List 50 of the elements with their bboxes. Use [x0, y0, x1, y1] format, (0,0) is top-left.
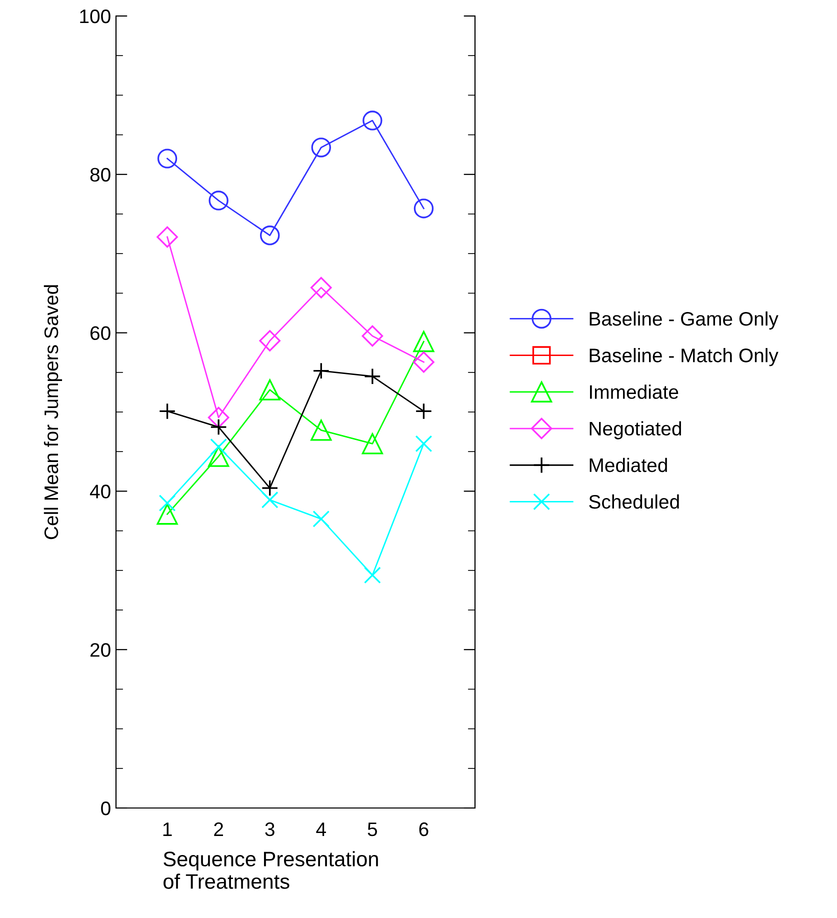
- legend-label: Baseline - Match Only: [590, 348, 778, 366]
- point: [156, 504, 178, 525]
- x-axis-title: Sequence Presentation of Treatments: [164, 851, 378, 889]
- x-tick-label: 2: [214, 822, 224, 836]
- x-tick-label: 6: [419, 822, 428, 836]
- point: [210, 418, 228, 436]
- y-axis-title: Cell Mean for Jumpers Saved: [44, 285, 62, 540]
- x-tick-label: 5: [368, 822, 378, 836]
- y-tick-label: 100: [80, 9, 110, 24]
- legend-label: Scheduled: [589, 494, 679, 509]
- point: [310, 277, 332, 298]
- point: [364, 566, 381, 584]
- point: [158, 402, 176, 420]
- x-tick-label: 3: [265, 822, 274, 836]
- x-tick-label: 1: [163, 822, 172, 836]
- point: [261, 480, 278, 497]
- point: [312, 510, 330, 528]
- point: [260, 226, 280, 246]
- point: [210, 438, 228, 456]
- y-tick-label: 0: [101, 801, 110, 816]
- legend-label: Immediate: [590, 384, 678, 399]
- y-tick-label: 60: [90, 326, 110, 340]
- point: [156, 226, 178, 248]
- point: [208, 406, 230, 428]
- point: [208, 446, 230, 467]
- y-tick-label: 80: [90, 168, 110, 182]
- point: [413, 330, 434, 352]
- point: [413, 351, 434, 373]
- point: [364, 368, 381, 385]
- point: [415, 435, 432, 452]
- y-tick-label: 20: [90, 643, 110, 657]
- point: [362, 325, 384, 347]
- legend-label: Negotiated: [590, 421, 682, 440]
- point: [415, 402, 432, 420]
- point: [310, 420, 332, 441]
- point: [311, 138, 332, 158]
- legend-label: Baseline - Game Only: [590, 311, 778, 330]
- legend-label: Mediated: [590, 458, 667, 472]
- point: [208, 190, 228, 210]
- y-tick-label: 40: [90, 484, 110, 498]
- point: [312, 362, 330, 380]
- point: [261, 491, 278, 508]
- point: [414, 198, 434, 218]
- point: [158, 494, 176, 512]
- point: [362, 433, 383, 454]
- point: [362, 110, 382, 130]
- point: [157, 148, 178, 168]
- point: [259, 330, 281, 352]
- point: [259, 379, 280, 400]
- x-tick-label: 4: [316, 822, 326, 836]
